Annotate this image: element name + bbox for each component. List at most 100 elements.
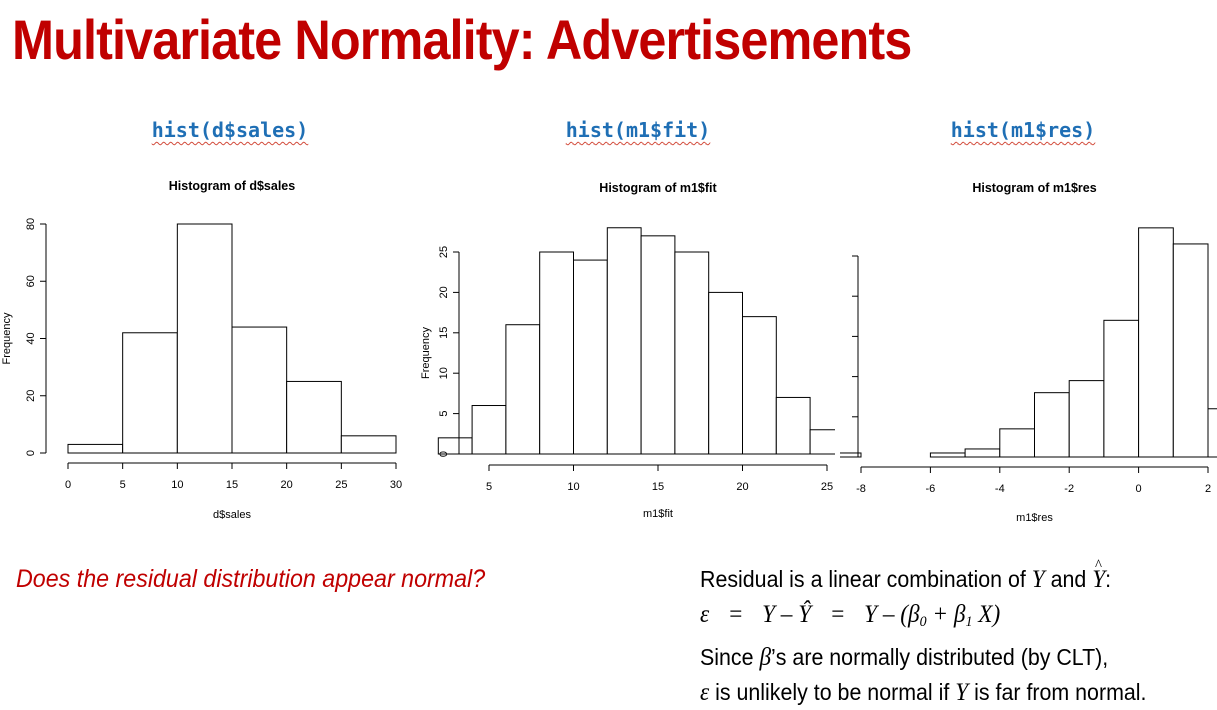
x-tick-label: 20 [736,481,748,493]
histogram-bar [231,326,288,454]
histogram-bar [775,396,811,455]
histogram-bar [1068,380,1105,458]
histogram-bar [122,332,178,454]
x-tick-label: 25 [335,479,347,491]
chart-title: Histogram of d$sales [169,179,295,193]
y-tick-label: 25 [438,246,450,258]
histogram-bar [840,452,862,458]
eq-equals-1: = [727,601,744,628]
histogram-res-chart: Histogram of m1$res -8 -6 -4 -2 0 2 m1$res [840,160,1217,530]
histogram-bar [67,443,124,454]
histogram-bar [1172,243,1209,458]
eq-plus-beta: + β [926,601,966,628]
histogram-bar [1138,227,1174,458]
x-tick-label: 5 [486,481,492,493]
y-tick-label: 40 [25,332,37,344]
note-line-1: Residual is a linear combination of Y an… [700,548,1176,597]
y-tick-label: 20 [438,286,450,298]
y-tick-label: 15 [438,327,450,339]
eq-x-close: X) [972,601,1001,628]
note-line-3-prefix: Since [700,644,760,670]
histogram-sales-chart: Histogram of d$sales 0 5 10 15 20 25 30 d$sales 0… [0,160,410,530]
x-tick-label: 2 [1205,483,1211,495]
note-line-4-mid: is unlikely to be normal if [709,679,956,705]
histogram-bar [708,291,744,455]
histogram-bar [340,435,397,454]
note-epsilon-symbol: ε [700,679,710,706]
x-tick-label: 5 [120,479,126,491]
histogram-bar [999,428,1036,458]
residual-note: Residual is a linear combination of Y an… [700,548,1212,710]
histogram-bar [1207,408,1217,458]
y-tick-label: 0 [438,451,450,457]
note-and: and [1044,566,1093,592]
eq-y-minus-yhat: Y – Ŷ [762,601,812,628]
x-axis-label: m1$fit [643,508,673,520]
y-axis-label: Frequency [1,312,13,364]
y-tick-label: 0 [25,450,37,456]
code-label-sales: hist(d$sales) [100,118,360,142]
chart-title: Histogram of m1$res [972,181,1096,195]
histogram-bar [1034,392,1070,458]
note-yhat-symbol: Y [1092,548,1105,597]
x-axis-label: m1$res [1016,512,1053,524]
histogram-bar [674,251,710,455]
slide-title: Multivariate Normality: Advertisements [12,8,912,71]
code-label-res-text: hist(m1$res) [950,118,1096,142]
histogram-sales-svg: Histogram of d$sales 0 5 10 15 20 25 30 d$sales 0… [1,179,402,521]
histogram-res-svg: Histogram of m1$res -8 -6 -4 -2 0 2 m1$res [840,181,1217,524]
x-tick-label: 10 [171,479,183,491]
y-tick-label: 60 [25,275,37,287]
eq-sub-0: 0 [919,614,927,630]
histogram-bar [1103,319,1140,458]
eq-epsilon: ε [700,601,710,628]
code-label-fit-text: hist(m1$fit) [565,118,711,142]
note-line-1-prefix: Residual is a linear combination of [700,566,1032,592]
note-equation: ε = Y – Ŷ = Y – (β0 + β1 X) [700,597,1176,640]
note-colon: : [1105,566,1112,592]
histogram-fit-chart: Histogram of m1$fit 5 10 15 20 25 m1$fit 0 5 10 15… [415,160,835,530]
histogram-bar [640,235,676,455]
x-tick-label: 15 [226,479,238,491]
histogram-fit-svg: Histogram of m1$fit 5 10 15 20 25 m1$fit 0 5 10 15… [420,181,835,520]
note-line-3: Since β’s are normally distributed (by C… [700,640,1176,675]
note-beta-symbol: β [759,644,772,671]
y-tick-label: 80 [25,218,37,230]
residual-question: Does the residual distribution appear no… [16,565,486,593]
chart-title: Histogram of m1$fit [599,181,717,195]
x-tick-label: 0 [1136,483,1142,495]
histogram-bar [573,259,608,455]
eq-right-open: Y – (β [864,601,920,628]
eq-equals-2: = [829,601,846,628]
histogram-bar [606,227,642,455]
x-tick-label: 20 [281,479,293,491]
x-tick-label: 10 [567,481,579,493]
x-axis-label: d$sales [213,509,251,521]
y-axis-label: Frequency [420,327,432,379]
histogram-bar [929,452,966,458]
y-tick-label: 20 [25,390,37,402]
note-line-3-suffix: ’s are normally distributed (by CLT), [771,644,1109,670]
y-tick-label: 10 [438,367,450,379]
histogram-bar [286,380,342,454]
note-line-4: ε is unlikely to be normal if Y is far f… [700,675,1176,710]
histogram-bar [471,405,507,455]
code-label-res: hist(m1$res) [893,118,1153,142]
note-y-symbol-2: Y [955,679,969,706]
histogram-bar [809,429,835,455]
code-label-sales-text: hist(d$sales) [151,118,309,142]
code-label-fit: hist(m1$fit) [508,118,768,142]
x-tick-label: -6 [926,483,936,495]
note-y-symbol: Y [1031,566,1045,593]
x-tick-label: 15 [652,481,664,493]
x-tick-label: -8 [856,483,866,495]
histogram-bar [505,324,541,455]
x-tick-label: -4 [995,483,1005,495]
x-tick-label: 0 [65,479,71,491]
eq-sub-1: 1 [965,614,973,630]
note-line-4-suffix: is far from normal. [968,679,1147,705]
x-tick-label: 30 [390,479,402,491]
histogram-bar [742,316,777,455]
y-tick-label: 5 [438,411,450,417]
x-tick-label: 25 [821,481,833,493]
